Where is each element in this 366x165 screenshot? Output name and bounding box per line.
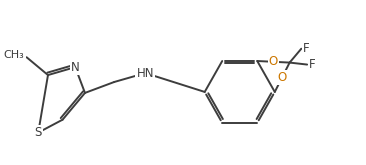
Text: F: F (303, 42, 310, 55)
Text: HN: HN (137, 67, 154, 80)
Text: S: S (34, 126, 42, 139)
Text: F: F (309, 58, 316, 71)
Text: O: O (277, 71, 287, 84)
Text: O: O (269, 55, 278, 68)
Text: CH₃: CH₃ (4, 50, 25, 60)
Text: N: N (71, 61, 80, 74)
